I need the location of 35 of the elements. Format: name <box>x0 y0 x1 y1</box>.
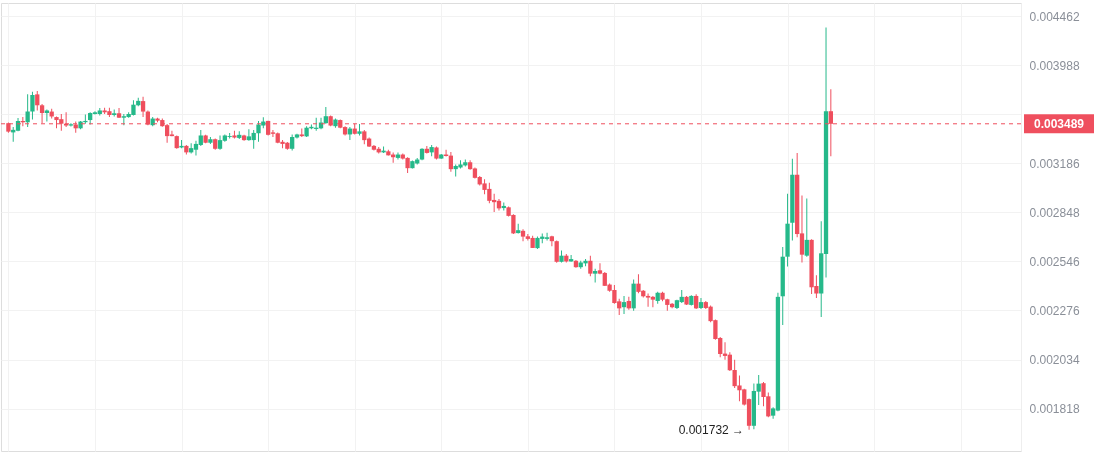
candlestick <box>357 124 362 136</box>
candlestick <box>790 158 795 241</box>
candlestick <box>439 153 444 159</box>
candlestick <box>227 132 232 139</box>
candlestick <box>30 91 35 120</box>
candlestick <box>573 260 579 268</box>
y-tick-label: 0.004462 <box>1029 9 1080 24</box>
candlestick <box>208 137 213 144</box>
candlestick <box>68 123 74 127</box>
y-tick-label: 0.003186 <box>1029 156 1080 171</box>
candlestick <box>559 250 564 263</box>
candlestick <box>386 149 391 156</box>
candlestick <box>410 160 415 169</box>
candlestick <box>631 279 636 311</box>
y-tick-label: 0.002546 <box>1029 254 1080 269</box>
y-tick-label: 0.003988 <box>1029 58 1080 73</box>
y-tick-label: 0.002276 <box>1029 303 1080 318</box>
y-tick-label: 0.001818 <box>1029 402 1080 417</box>
y-tick-label: 0.002848 <box>1029 205 1080 220</box>
candlestick <box>785 193 790 267</box>
candlestick <box>434 146 439 160</box>
candlestick <box>203 134 208 144</box>
candlestick <box>660 291 665 302</box>
candlestick <box>588 255 593 277</box>
y-tick-label: 0.002034 <box>1029 353 1080 368</box>
candlestick <box>232 130 237 139</box>
candlestick <box>636 274 641 294</box>
candlestick <box>405 157 410 173</box>
candlestick <box>458 160 463 169</box>
candlestick <box>530 235 535 249</box>
candlestick <box>535 236 540 249</box>
candlestick <box>689 295 694 306</box>
annotation: 0.001732 → <box>678 422 745 437</box>
ref-line-label: 0.003489 <box>1033 116 1085 131</box>
candlestick <box>684 295 689 305</box>
